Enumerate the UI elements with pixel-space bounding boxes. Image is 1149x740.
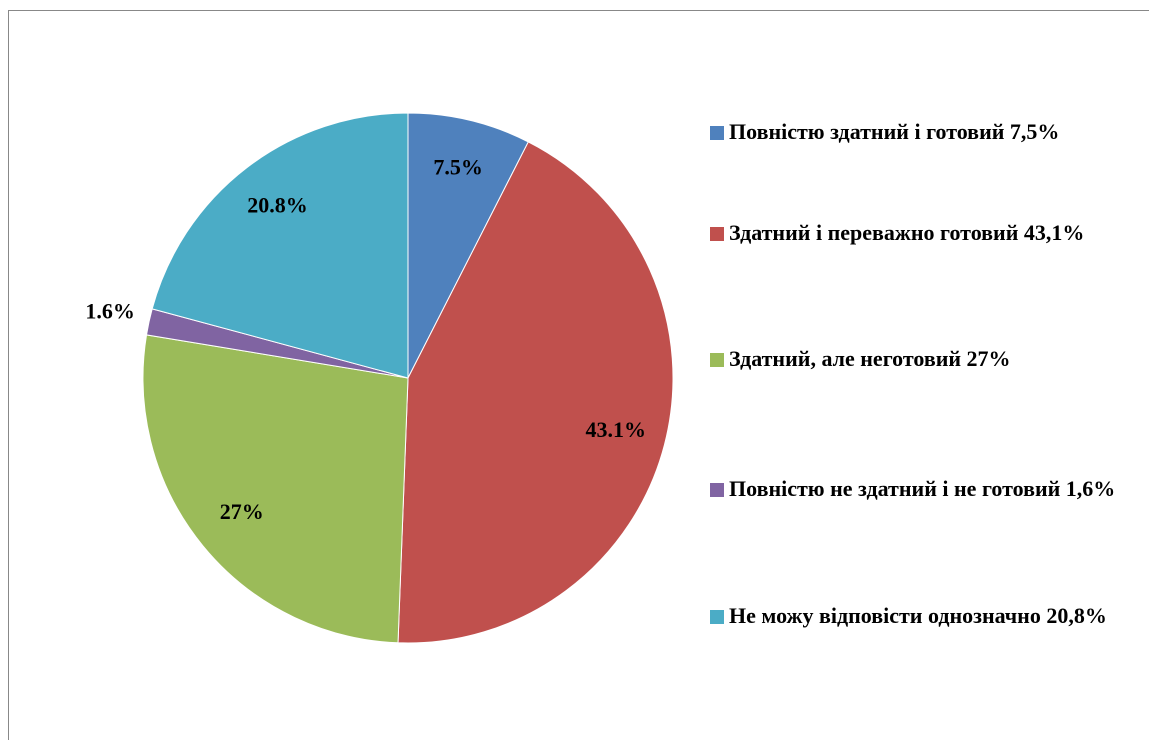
data-label: 1.6%: [85, 298, 135, 323]
data-label: 20.8%: [247, 193, 308, 218]
legend-label: Повністю не здатний і не готовий 1,6%: [729, 476, 1116, 501]
legend-item: Повністю не здатний і не готовий 1,6%: [708, 472, 1138, 505]
legend-item: Здатний, але неготовий 27%: [708, 342, 1138, 375]
legend-label: Не можу відповісти однозначно 20,8%: [729, 603, 1107, 628]
legend-item: Не можу відповісти однозначно 20,8%: [708, 599, 1138, 632]
legend-swatch: [710, 483, 724, 497]
pie-slice: [151, 112, 409, 379]
legend-swatch: [710, 610, 724, 624]
legend-swatch: [710, 126, 724, 140]
legend-swatch: [710, 353, 724, 367]
pie-slice: [407, 112, 529, 379]
legend-swatch: [710, 227, 724, 241]
pie-slice: [397, 141, 674, 644]
legend-label: Здатний і переважно готовий 43,1%: [729, 220, 1085, 245]
legend-label: Повністю здатний і готовий 7,5%: [729, 119, 1060, 144]
data-label: 7.5%: [433, 154, 483, 179]
legend-item: Здатний і переважно готовий 43,1%: [708, 216, 1138, 249]
pie-slice: [142, 334, 409, 644]
legend-label: Здатний, але неготовий 27%: [729, 346, 1011, 371]
data-label: 43.1%: [585, 417, 646, 442]
data-label: 27%: [220, 499, 264, 524]
chart-frame: [8, 10, 1149, 740]
legend-item: Повністю здатний і готовий 7,5%: [708, 115, 1138, 148]
